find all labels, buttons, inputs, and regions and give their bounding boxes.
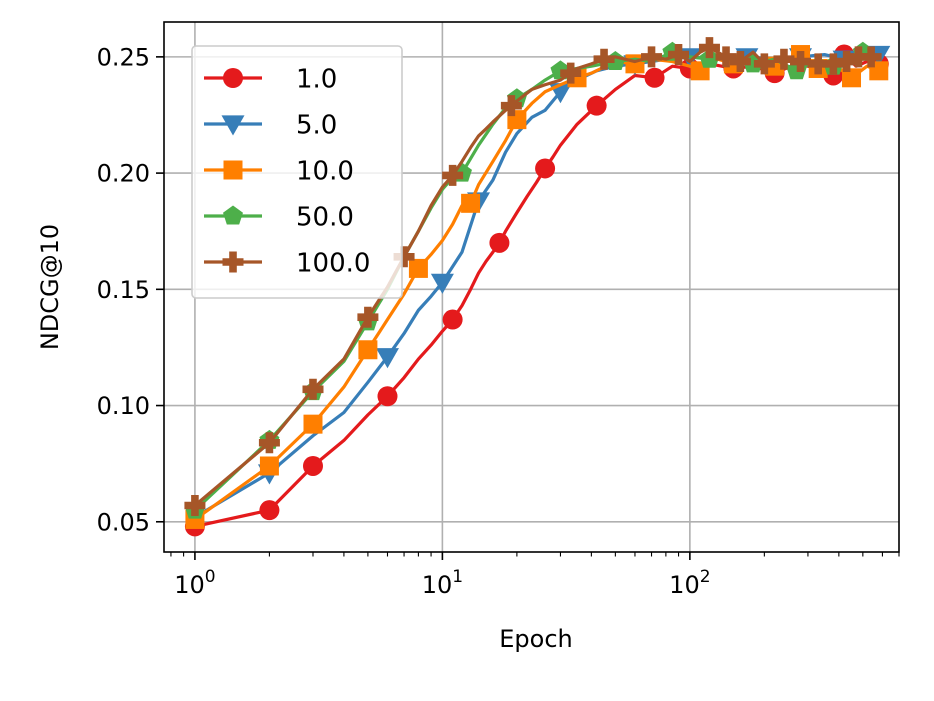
legend-entry: 100.0: [204, 249, 370, 279]
data-point-marker: [489, 232, 510, 253]
legend-marker: [223, 160, 243, 180]
legend-marker: [221, 115, 245, 136]
legend-entry: 1.0: [204, 65, 337, 95]
x-tick-label: 102: [669, 567, 710, 599]
y-axis-label: NDCG@10: [36, 224, 64, 350]
data-point-marker: [842, 68, 862, 88]
legend-label: 5.0: [296, 111, 337, 141]
data-point-marker: [358, 340, 378, 360]
y-tick-label: 0.20: [97, 160, 150, 188]
legend-marker: [223, 205, 243, 225]
plot-series: [184, 37, 891, 537]
data-point-marker: [430, 273, 454, 294]
data-point-marker: [593, 48, 615, 70]
data-point-marker: [729, 51, 751, 73]
legend-marker: [223, 68, 243, 88]
y-tick-label: 0.15: [97, 276, 150, 304]
data-point-marker: [442, 309, 463, 330]
data-point-marker: [644, 67, 665, 88]
data-point-marker: [807, 53, 829, 75]
data-point-marker: [668, 44, 690, 66]
data-point-marker: [560, 62, 582, 84]
legend: 1.0 5.0 10.0 50.0 100.0: [191, 45, 403, 299]
x-tick-label: 100: [174, 567, 215, 599]
data-point-marker: [259, 456, 279, 476]
data-point-marker: [790, 51, 812, 73]
data-point-marker: [375, 348, 399, 369]
data-point-marker: [500, 95, 522, 117]
y-tick-label: 0.05: [97, 508, 150, 536]
legend-label: 1.0: [296, 65, 337, 95]
data-point-marker: [259, 500, 280, 521]
legend-label: 10.0: [296, 157, 354, 187]
data-point-marker: [303, 414, 323, 434]
data-point-marker: [822, 53, 844, 75]
data-point-marker: [442, 164, 464, 186]
plot-frame: [163, 21, 900, 553]
legend-entry: 5.0: [204, 111, 337, 141]
data-point-marker: [698, 37, 720, 59]
data-point-marker: [461, 193, 481, 213]
x-axis-label: Epoch: [499, 625, 573, 653]
legend-label: 100.0: [296, 249, 370, 279]
data-point-marker: [641, 46, 663, 68]
legend-box: [191, 45, 403, 299]
data-point-marker: [586, 95, 607, 116]
data-point-marker: [302, 378, 324, 400]
series-100.0: [184, 37, 882, 517]
data-point-marker: [184, 495, 206, 517]
legend-entry: 50.0: [204, 203, 354, 233]
data-point-marker: [860, 46, 882, 68]
data-point-marker: [258, 432, 280, 454]
legend-entry: 10.0: [204, 157, 354, 187]
data-point-marker: [773, 48, 795, 70]
data-point-marker: [302, 455, 323, 476]
legend-label: 50.0: [296, 203, 354, 233]
x-tick-label: 101: [422, 567, 463, 599]
data-point-marker: [753, 53, 775, 75]
y-tick-label: 0.10: [97, 392, 150, 420]
data-point-marker: [377, 386, 398, 407]
data-point-marker: [836, 51, 858, 73]
data-point-marker: [535, 158, 556, 179]
data-point-marker: [357, 306, 379, 328]
axis-ticks: 100 101 102 0.05 0.10 0.15 0.20 0.25: [97, 43, 900, 599]
data-point-marker: [715, 46, 737, 68]
data-point-marker: [408, 258, 428, 278]
data-point-marker: [847, 46, 869, 68]
data-point-marker: [393, 246, 415, 268]
data-point-marker: [699, 48, 720, 68]
legend-marker: [222, 251, 244, 273]
y-tick-label: 0.25: [97, 43, 150, 71]
